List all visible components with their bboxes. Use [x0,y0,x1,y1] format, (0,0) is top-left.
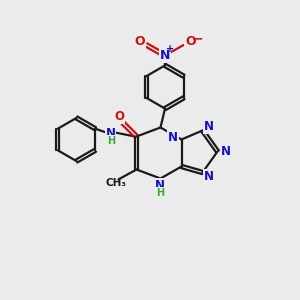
Text: −: − [192,32,203,45]
Text: O: O [185,35,196,48]
Text: H: H [107,136,116,146]
Text: N: N [168,130,178,144]
Text: N: N [204,120,214,134]
Text: +: + [166,44,175,54]
Text: N: N [155,178,165,192]
Text: O: O [114,110,124,124]
Text: N: N [221,145,231,158]
Text: CH₃: CH₃ [105,178,126,188]
Text: N: N [204,169,214,183]
Text: H: H [156,188,164,198]
Text: O: O [134,35,145,48]
Text: N: N [160,49,170,62]
Text: N: N [105,127,116,140]
